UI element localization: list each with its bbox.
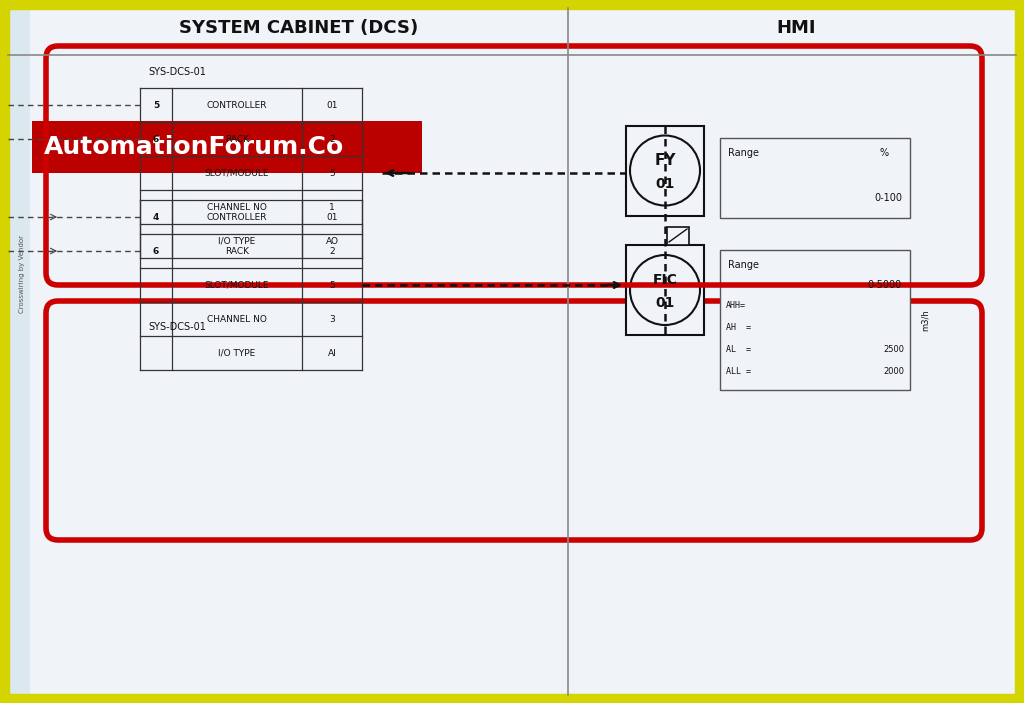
- Text: 4: 4: [153, 212, 159, 221]
- Bar: [720, 138, 910, 218]
- Text: 01: 01: [655, 296, 675, 310]
- Bar: [32, 121, 422, 173]
- Text: 2000: 2000: [883, 366, 904, 375]
- Text: 0-5000: 0-5000: [867, 280, 902, 290]
- Text: 01: 01: [327, 101, 338, 110]
- Text: CONTROLLER: CONTROLLER: [207, 101, 267, 110]
- Text: Crosswiring by Vendor: Crosswiring by Vendor: [19, 235, 25, 313]
- Text: AI: AI: [328, 349, 336, 358]
- Text: m3/h: m3/h: [921, 309, 930, 331]
- Text: RACK: RACK: [225, 134, 249, 143]
- Text: SLOT/MODULE: SLOT/MODULE: [205, 280, 269, 290]
- Text: 5: 5: [329, 169, 335, 177]
- Text: 1: 1: [329, 202, 335, 212]
- Bar: [667, 227, 689, 245]
- Text: AH  =: AH =: [726, 323, 751, 332]
- Text: CONTROLLER: CONTROLLER: [207, 212, 267, 221]
- Bar: [626, 245, 705, 335]
- Text: CHANNEL NO: CHANNEL NO: [207, 314, 267, 323]
- Text: 2500: 2500: [883, 344, 904, 354]
- Text: FIC: FIC: [652, 273, 678, 287]
- Text: %: %: [880, 148, 889, 158]
- Text: I/O TYPE: I/O TYPE: [218, 349, 256, 358]
- Text: 01: 01: [327, 212, 338, 221]
- Text: AutomationForum.Co: AutomationForum.Co: [44, 135, 344, 159]
- Text: AHH=: AHH=: [726, 300, 746, 309]
- Text: 2: 2: [329, 247, 335, 255]
- Text: 0-100: 0-100: [874, 193, 902, 203]
- Text: CHANNEL NO: CHANNEL NO: [207, 202, 267, 212]
- Text: SYS-DCS-01: SYS-DCS-01: [148, 67, 206, 77]
- Text: 5: 5: [153, 101, 159, 110]
- Text: I/O TYPE: I/O TYPE: [218, 236, 256, 245]
- Text: SYSTEM CABINET (DCS): SYSTEM CABINET (DCS): [179, 19, 419, 37]
- Text: SLOT/MODULE: SLOT/MODULE: [205, 169, 269, 177]
- Text: 6: 6: [153, 134, 159, 143]
- Text: AL  =: AL =: [726, 344, 751, 354]
- Text: SYS-DCS-01: SYS-DCS-01: [148, 322, 206, 332]
- Text: RACK: RACK: [225, 247, 249, 255]
- Text: 5: 5: [329, 280, 335, 290]
- Text: 6: 6: [153, 247, 159, 255]
- Text: 2: 2: [329, 134, 335, 143]
- Text: FY: FY: [654, 153, 676, 168]
- Bar: [720, 250, 910, 390]
- Text: AO: AO: [326, 236, 339, 245]
- Circle shape: [630, 136, 700, 205]
- Text: Range: Range: [728, 260, 759, 270]
- Bar: [626, 126, 705, 216]
- Text: ALL =: ALL =: [726, 366, 751, 375]
- Text: 3: 3: [329, 314, 335, 323]
- Circle shape: [630, 255, 700, 325]
- Text: 01: 01: [655, 176, 675, 191]
- Text: HMI: HMI: [776, 19, 816, 37]
- Text: Range: Range: [728, 148, 759, 158]
